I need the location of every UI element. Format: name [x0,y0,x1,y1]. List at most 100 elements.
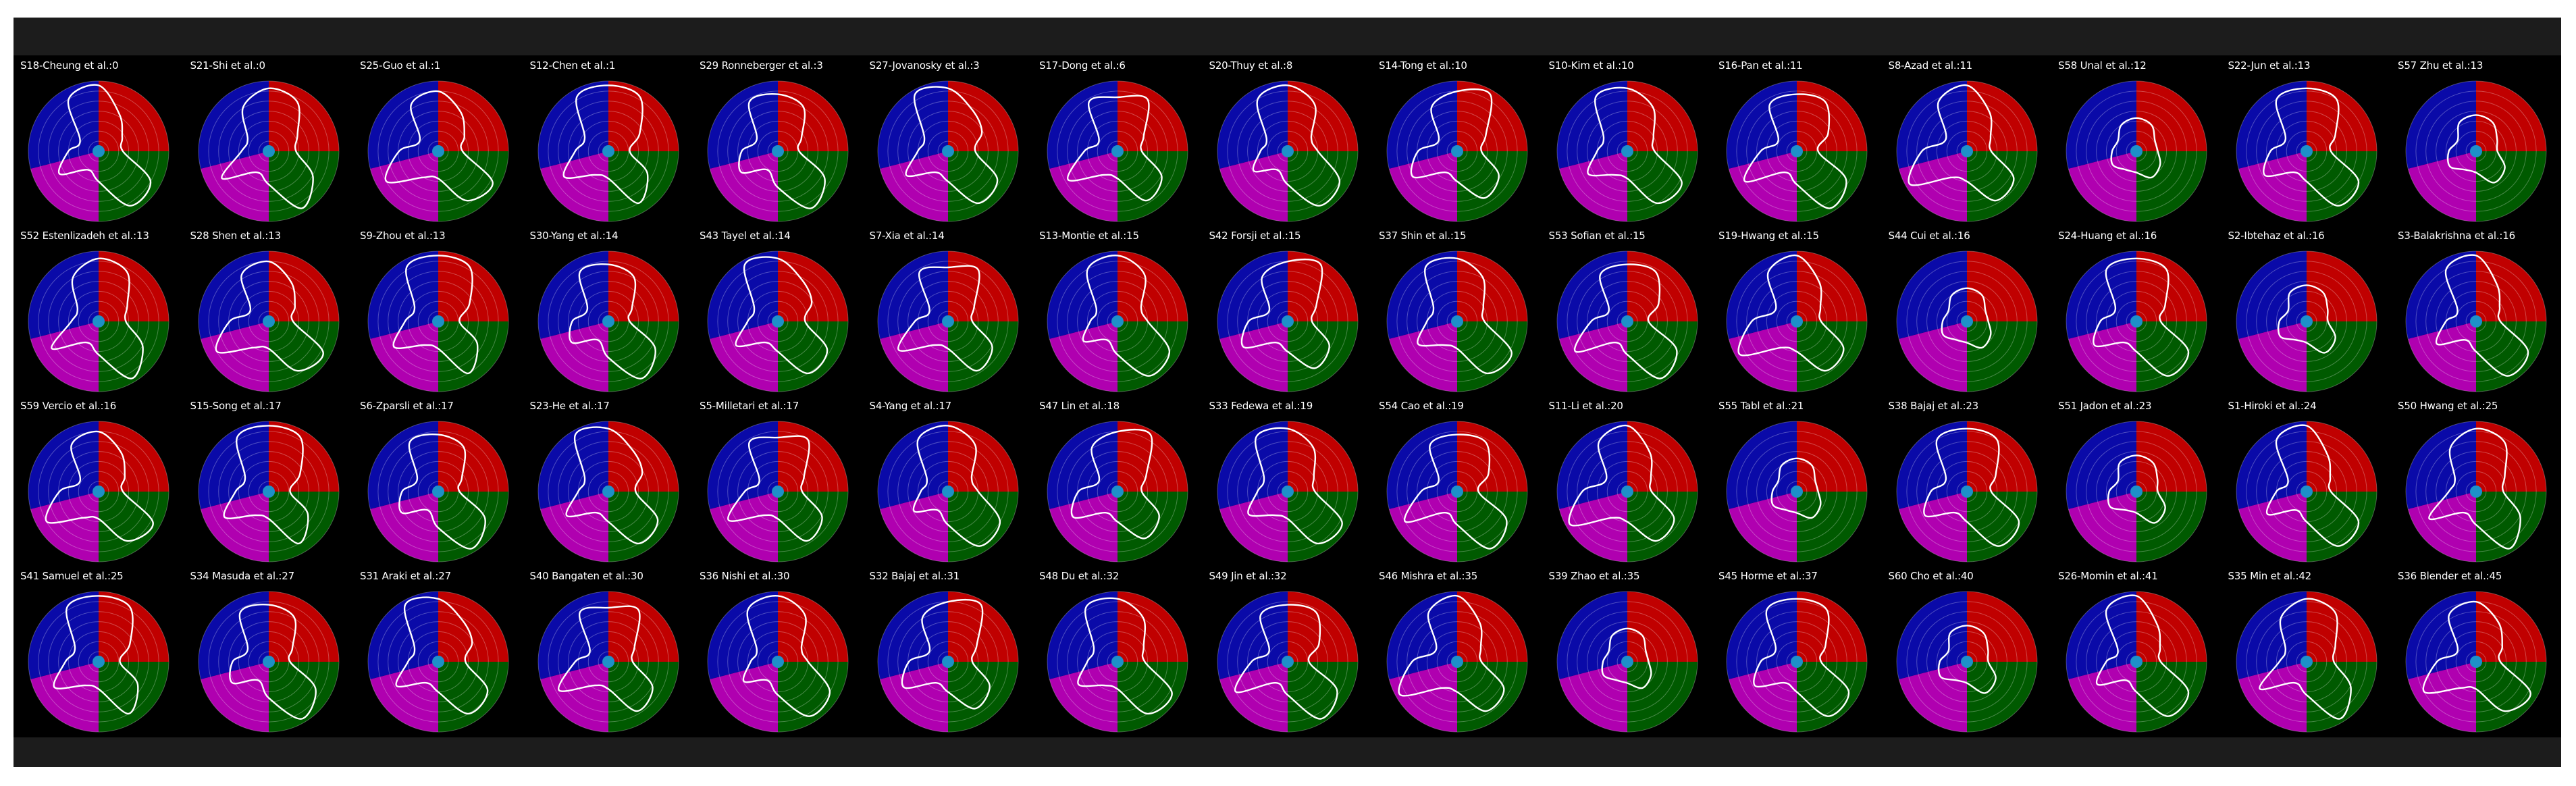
grid-ring [1107,481,1128,502]
panel: S34 Masuda et al.:27 [185,566,354,736]
grid-ring [1407,441,1508,542]
panel-label: S60 Cho et al.:40 [1888,570,1974,582]
quadrant-green [1627,321,1698,392]
score-outline [2258,598,2352,720]
quadrant-magenta [540,662,608,732]
grid-ring [2126,311,2147,332]
quadrant-magenta [2238,151,2307,221]
center-dot [1621,315,1633,328]
score-outline [57,84,152,207]
quadrant-green [778,321,848,392]
grid-ring [217,611,319,712]
grid-ring [1726,591,1868,733]
quadrant-red [778,251,848,321]
panel: S24-Huang et al.:16 [2053,226,2222,396]
panel-label: S52 Estenlizadeh et al.:13 [20,230,149,242]
grid-ring [1077,111,1158,192]
score-outline [1753,598,1850,717]
panel-label: S50 Hwang et al.:25 [2398,400,2498,412]
grid-ring [1905,261,2028,382]
grid-ring [2465,481,2487,502]
panel-label: S58 Unal et al.:12 [2058,59,2147,72]
grid-ring [2066,80,2207,222]
quadrant-blue [1556,81,1627,169]
quadrant-blue [1727,592,1797,679]
grid-ring [917,290,978,352]
quadrant-magenta [200,151,269,221]
panel-label: S37 Shin et al.:15 [1379,230,1467,242]
grid-ring [1776,471,1818,513]
grid-ring [2265,111,2347,192]
grid-ring [417,471,459,513]
score-outline [1908,84,2014,202]
score-outline [1398,594,1505,712]
score-outline [1082,255,1171,377]
score-outline [568,263,656,379]
panel: S54 Cao et al.:19 [1373,396,1542,566]
grid-ring [767,651,789,673]
panel-label: S27-Jovanosky et al.:3 [869,59,980,72]
grid-ring [1905,90,2028,212]
quadrant-blue [1896,81,1967,169]
quadrant-blue [537,251,608,339]
panel-label: S55 Tabl et al.:21 [1718,400,1804,412]
quadrant-red [2136,421,2207,492]
quadrant-magenta [540,321,608,392]
grid-ring [1916,271,2018,372]
panel: S48 Du et al.:32 [1034,566,1203,736]
quadrant-green [1457,321,1527,392]
grid-ring [1736,601,1858,723]
center-dot [772,486,784,498]
score-outline [1417,257,1513,375]
grid-ring [757,641,799,683]
panel-label: S23-He et al.:17 [529,400,610,412]
grid-ring [537,421,679,562]
panel: S11-Li et al.:20 [1544,396,1712,566]
grid-ring [2115,641,2157,683]
panel-label: S6-Zparsli et al.:17 [360,400,454,412]
quadrant-green [2476,662,2546,732]
center-dot [1451,145,1463,157]
grid-ring [198,421,339,562]
grid-ring [1396,431,1518,552]
quadrant-magenta [1219,492,1288,562]
score-outline [1410,88,1500,199]
radar-plot [1726,421,1868,562]
center-dot [1621,486,1633,498]
grid-ring [1047,251,1188,392]
grid-ring [577,290,639,352]
quadrant-magenta [2408,662,2476,732]
center-dot [432,486,444,498]
quadrant-red [2476,81,2546,151]
quadrant-magenta [30,151,99,221]
grid-ring [58,111,139,192]
score-outline [2095,594,2190,717]
grid-ring [1905,431,2028,552]
grid-ring [1726,251,1868,392]
quadrant-red [99,592,169,662]
quadrant-green [1287,662,1358,732]
grid-ring [537,591,679,733]
quadrant-red [1287,81,1358,151]
grid-ring [2445,461,2507,523]
grid-ring [737,451,818,532]
grid-ring [2255,101,2357,202]
grid-ring [1616,140,1637,162]
center-dot [2130,315,2143,328]
quadrant-blue [28,592,99,679]
grid-ring [2086,271,2187,372]
center-dot [1451,486,1463,498]
quadrant-magenta [370,492,438,562]
grid-ring [598,481,619,502]
grid-ring [727,101,829,202]
grid-ring [1926,281,2007,362]
grid-ring [68,631,130,693]
panel-label: S36 Nishi et al.:30 [700,570,790,582]
quadrant-green [1287,492,1358,562]
quadrant-blue [1047,251,1118,339]
center-dot [602,656,614,668]
grid-ring [1217,251,1358,392]
grid-ring [537,80,679,222]
center-dot [1791,145,1803,157]
grid-ring [1057,601,1178,723]
